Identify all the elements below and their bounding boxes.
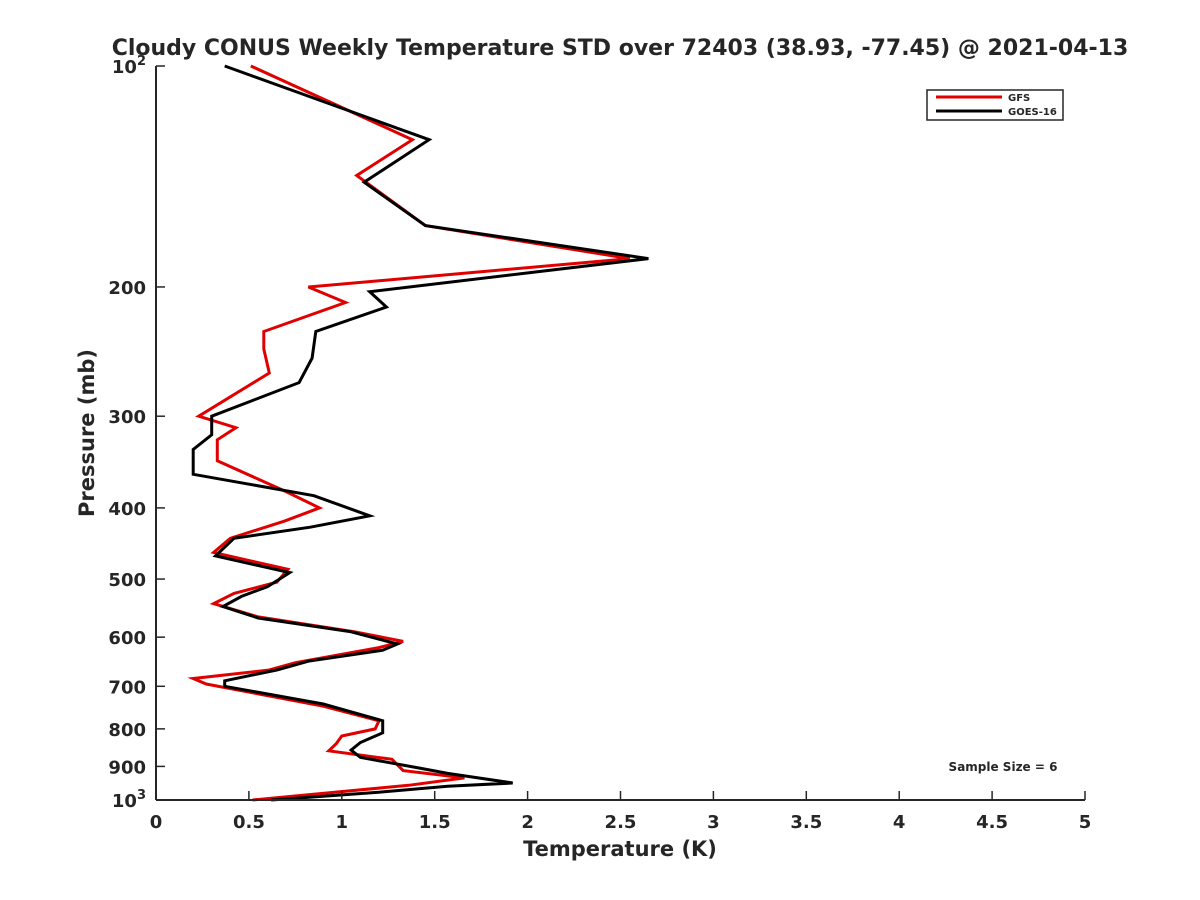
legend-box xyxy=(926,89,1064,121)
x-tick-label: 2.5 xyxy=(605,812,637,833)
y-tick-label: 500 xyxy=(108,570,146,591)
x-tick-label: 0 xyxy=(150,812,163,833)
x-tick-label: 4.5 xyxy=(976,812,1008,833)
series-line-goes-16 xyxy=(191,64,649,802)
y-tick-label: 200 xyxy=(108,278,146,299)
legend: GFS GOES-16 xyxy=(926,89,1064,121)
x-tick-label: 4 xyxy=(893,812,906,833)
y-tick-label: 102 xyxy=(112,54,146,78)
x-tick-label: 1.5 xyxy=(419,812,451,833)
series-line-gfs xyxy=(187,64,631,802)
y-tick-label: 800 xyxy=(108,720,146,741)
y-tick-label: 103 xyxy=(112,788,146,812)
legend-label: GOES-16 xyxy=(1008,107,1057,118)
x-tick-label: 0.5 xyxy=(233,812,265,833)
legend-label: GFS xyxy=(1008,93,1030,104)
y-tick-label: 300 xyxy=(108,407,146,428)
x-tick-label: 3.5 xyxy=(790,812,822,833)
y-tick-label: 400 xyxy=(108,499,146,520)
y-tick-label: 900 xyxy=(108,757,146,778)
x-tick-label: 5 xyxy=(1079,812,1092,833)
x-tick-label: 3 xyxy=(707,812,720,833)
y-axis-label: Pressure (mb) xyxy=(75,349,99,517)
chart-title: Cloudy CONUS Weekly Temperature STD over… xyxy=(112,36,1129,61)
plot-area: 0 0.5 1 1.5 2 2.5 3 3.5 4 4.5 5 102 200 300 400 500 600… xyxy=(108,54,1091,833)
x-tick-label: 2 xyxy=(521,812,534,833)
x-axis-label: Temperature (K) xyxy=(523,837,717,861)
sample-size-annotation: Sample Size = 6 xyxy=(949,760,1058,774)
x-tick-label: 1 xyxy=(336,812,349,833)
y-tick-label: 600 xyxy=(108,628,146,649)
y-tick-label: 700 xyxy=(108,677,146,698)
